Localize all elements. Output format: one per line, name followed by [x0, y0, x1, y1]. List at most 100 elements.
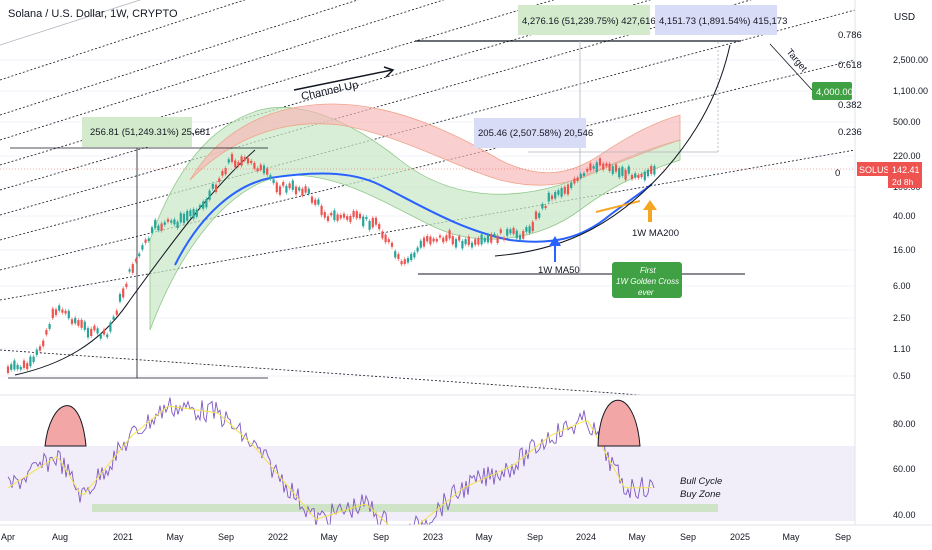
- price-candle[interactable]: [518, 235, 522, 240]
- price-candle[interactable]: [320, 205, 323, 216]
- price-candle[interactable]: [480, 234, 483, 245]
- price-candle[interactable]: [61, 309, 64, 313]
- price-candle[interactable]: [528, 226, 531, 233]
- time-tick[interactable]: May: [320, 532, 338, 542]
- price-candle[interactable]: [144, 239, 147, 243]
- price-candle[interactable]: [301, 188, 304, 196]
- price-candle[interactable]: [458, 236, 461, 241]
- price-candle[interactable]: [35, 349, 38, 355]
- price-candle[interactable]: [278, 186, 282, 195]
- time-tick[interactable]: 2025: [730, 532, 750, 542]
- price-candle[interactable]: [58, 305, 61, 311]
- time-tick[interactable]: Sep: [680, 532, 696, 542]
- price-candle[interactable]: [333, 210, 336, 221]
- price-candle[interactable]: [618, 168, 621, 178]
- price-tick[interactable]: 16.00: [893, 245, 916, 255]
- price-candle[interactable]: [285, 185, 288, 193]
- price-candle[interactable]: [470, 242, 474, 248]
- price-candle[interactable]: [410, 253, 413, 261]
- price-candle[interactable]: [214, 184, 218, 192]
- price-tick[interactable]: 40.00: [893, 211, 916, 221]
- price-candle[interactable]: [432, 238, 435, 242]
- price-candle[interactable]: [534, 211, 538, 219]
- price-candle[interactable]: [477, 238, 480, 245]
- rsi-pane[interactable]: [7, 397, 655, 544]
- price-candle[interactable]: [326, 216, 330, 222]
- price-candle[interactable]: [579, 173, 582, 179]
- price-candle[interactable]: [586, 169, 589, 172]
- price-candle[interactable]: [429, 236, 432, 245]
- price-candle[interactable]: [70, 319, 74, 324]
- ma200-line[interactable]: [595, 200, 641, 213]
- price-candle[interactable]: [218, 178, 221, 182]
- price-candle[interactable]: [134, 259, 138, 262]
- price-candle[interactable]: [304, 186, 307, 193]
- price-tick[interactable]: 2.50: [893, 313, 911, 323]
- ma50-line[interactable]: [174, 172, 653, 266]
- time-tick[interactable]: May: [782, 532, 800, 542]
- price-candle[interactable]: [282, 182, 285, 186]
- price-candle[interactable]: [115, 310, 118, 315]
- channel-line[interactable]: [0, 59, 855, 271]
- price-tick[interactable]: 6.00: [893, 281, 911, 291]
- price-candle[interactable]: [378, 224, 381, 230]
- price-candle[interactable]: [554, 192, 557, 199]
- time-tick[interactable]: Aug: [52, 532, 68, 542]
- price-candle[interactable]: [221, 171, 224, 176]
- price-candle[interactable]: [653, 166, 656, 175]
- price-candle[interactable]: [256, 168, 259, 172]
- price-candle[interactable]: [394, 251, 397, 258]
- price-candle[interactable]: [589, 163, 592, 171]
- price-candle[interactable]: [474, 239, 477, 245]
- price-candle[interactable]: [118, 294, 122, 302]
- price-candle[interactable]: [541, 203, 544, 209]
- price-candle[interactable]: [509, 229, 512, 234]
- price-candle[interactable]: [371, 217, 374, 228]
- price-candle[interactable]: [336, 214, 339, 221]
- price-candle[interactable]: [99, 334, 102, 339]
- price-candle[interactable]: [48, 324, 51, 329]
- price-candle[interactable]: [128, 269, 131, 272]
- price-candle[interactable]: [611, 166, 614, 174]
- price-candle[interactable]: [83, 321, 86, 330]
- price-candle[interactable]: [141, 245, 144, 250]
- price-candle[interactable]: [515, 230, 518, 239]
- price-candle[interactable]: [211, 183, 214, 189]
- price-candle[interactable]: [182, 213, 186, 224]
- price-candle[interactable]: [102, 329, 106, 335]
- channel-line[interactable]: [0, 149, 855, 301]
- price-candle[interactable]: [250, 160, 253, 164]
- price-candle[interactable]: [54, 309, 58, 316]
- price-candle[interactable]: [38, 346, 42, 351]
- price-candle[interactable]: [512, 227, 515, 234]
- price-candle[interactable]: [637, 175, 640, 178]
- price-candle[interactable]: [208, 190, 211, 200]
- price-candle[interactable]: [349, 216, 352, 222]
- price-candle[interactable]: [598, 158, 602, 166]
- price-candle[interactable]: [243, 157, 246, 161]
- price-candle[interactable]: [109, 322, 112, 332]
- time-tick[interactable]: Sep: [527, 532, 543, 542]
- price-candle[interactable]: [413, 252, 416, 258]
- price-candle[interactable]: [483, 237, 486, 242]
- price-candle[interactable]: [560, 188, 563, 197]
- price-candle[interactable]: [86, 328, 90, 338]
- price-candle[interactable]: [67, 310, 70, 319]
- channel-line[interactable]: [0, 0, 855, 116]
- price-candle[interactable]: [592, 166, 595, 169]
- price-candle[interactable]: [547, 192, 550, 202]
- price-candle[interactable]: [205, 199, 208, 208]
- time-tick[interactable]: Sep: [218, 532, 234, 542]
- price-candle[interactable]: [227, 159, 230, 163]
- price-candle[interactable]: [147, 238, 150, 241]
- price-candle[interactable]: [314, 199, 317, 205]
- price-tick[interactable]: 220.00: [893, 151, 921, 161]
- price-candle[interactable]: [464, 239, 467, 245]
- price-candle[interactable]: [202, 201, 205, 209]
- price-candle[interactable]: [374, 217, 378, 225]
- price-candle[interactable]: [262, 165, 266, 174]
- price-candle[interactable]: [64, 310, 67, 314]
- price-candle[interactable]: [614, 164, 618, 172]
- price-candle[interactable]: [266, 168, 269, 175]
